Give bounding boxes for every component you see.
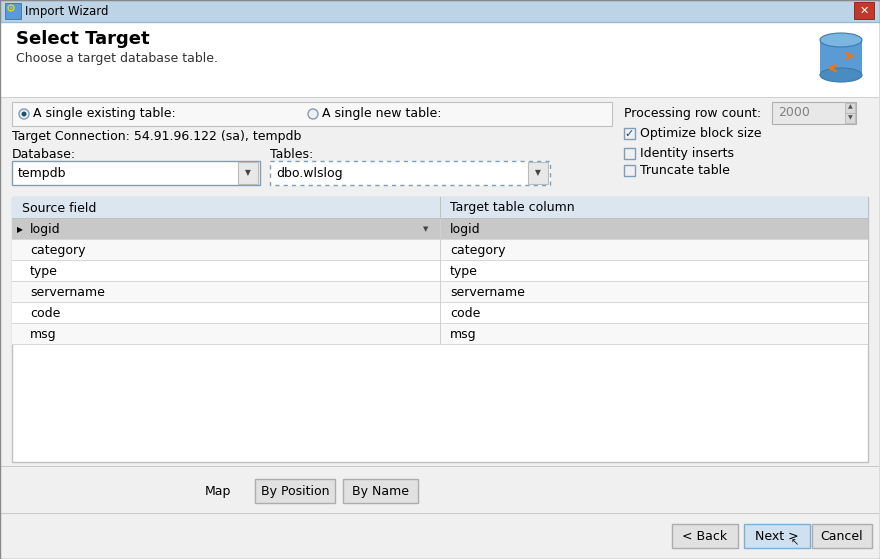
Bar <box>5 3 21 19</box>
Text: Choose a target database table.: Choose a target database table. <box>16 52 218 65</box>
Text: Database:: Database: <box>12 148 77 161</box>
Text: A single new table:: A single new table: <box>322 107 442 121</box>
Text: Optimize block size: Optimize block size <box>640 127 761 140</box>
Bar <box>440 240 441 261</box>
Text: ▼: ▼ <box>535 168 541 178</box>
Bar <box>12 323 868 324</box>
Text: < Back: < Back <box>682 529 728 542</box>
Text: logid: logid <box>450 223 480 236</box>
Text: code: code <box>30 307 61 320</box>
Text: type: type <box>30 265 58 278</box>
Text: A single existing table:: A single existing table: <box>33 107 176 121</box>
Text: 2000: 2000 <box>778 107 810 120</box>
Bar <box>772 102 856 124</box>
Text: category: category <box>30 244 85 257</box>
Bar <box>12 281 868 282</box>
Text: servername: servername <box>30 286 105 299</box>
Bar <box>440 324 441 345</box>
Text: code: code <box>450 307 480 320</box>
Bar <box>1 97 879 98</box>
Text: By Position: By Position <box>260 485 329 498</box>
Text: Next >: Next > <box>755 529 799 542</box>
Text: ▼: ▼ <box>245 168 251 178</box>
Bar <box>12 240 868 261</box>
Text: Tables:: Tables: <box>270 148 313 161</box>
Bar <box>12 102 612 126</box>
Bar <box>820 40 862 75</box>
Bar <box>744 524 810 548</box>
Ellipse shape <box>820 68 862 82</box>
Bar <box>12 219 868 240</box>
Text: ⚙: ⚙ <box>6 4 16 14</box>
Bar <box>1 466 879 467</box>
Bar <box>12 239 868 240</box>
Bar <box>845 113 855 123</box>
Bar <box>12 197 868 462</box>
Text: Source field: Source field <box>22 201 97 215</box>
Bar <box>624 128 635 139</box>
Bar <box>440 261 441 282</box>
Bar <box>12 161 260 185</box>
Bar <box>440 282 441 303</box>
Bar <box>672 524 738 548</box>
Text: Map: Map <box>205 485 231 498</box>
Bar <box>440 219 441 240</box>
Text: Identity inserts: Identity inserts <box>640 147 734 160</box>
Text: type: type <box>450 265 478 278</box>
Bar <box>845 103 855 113</box>
Bar <box>812 524 872 548</box>
Text: Target table column: Target table column <box>450 201 575 215</box>
Text: ▼: ▼ <box>847 116 853 121</box>
Text: tempdb: tempdb <box>18 167 67 179</box>
Text: ✓: ✓ <box>625 129 634 139</box>
Text: category: category <box>450 244 505 257</box>
Text: ↖: ↖ <box>791 537 799 547</box>
Bar <box>1 98 879 501</box>
Text: dbo.wlslog: dbo.wlslog <box>276 167 342 179</box>
Text: Cancel: Cancel <box>821 529 863 542</box>
Text: ▶: ▶ <box>17 225 23 234</box>
Bar <box>12 218 868 219</box>
Bar <box>528 162 548 184</box>
Bar <box>1 22 879 97</box>
Circle shape <box>308 109 318 119</box>
Bar <box>1 513 879 514</box>
Circle shape <box>19 109 29 119</box>
Bar <box>12 344 868 345</box>
Bar <box>12 260 868 261</box>
Text: msg: msg <box>450 328 477 341</box>
Text: msg: msg <box>30 328 56 341</box>
Text: Select Target: Select Target <box>16 30 150 48</box>
Text: logid: logid <box>30 223 61 236</box>
Text: By Name: By Name <box>352 485 409 498</box>
Bar <box>12 261 868 282</box>
Bar <box>343 479 418 503</box>
Bar <box>12 324 868 345</box>
Bar <box>270 161 550 185</box>
Circle shape <box>21 111 26 116</box>
Bar <box>0 0 880 22</box>
Ellipse shape <box>820 33 862 47</box>
Text: Truncate table: Truncate table <box>640 164 730 177</box>
Text: ▲: ▲ <box>847 105 853 110</box>
Bar <box>12 282 868 303</box>
Bar <box>440 303 441 324</box>
Bar <box>12 197 868 219</box>
Text: ✕: ✕ <box>859 6 869 16</box>
Bar <box>854 2 874 19</box>
Bar <box>440 197 441 219</box>
Bar <box>624 165 635 176</box>
Bar <box>12 303 868 324</box>
Text: Import Wizard: Import Wizard <box>25 4 108 17</box>
Bar <box>624 148 635 159</box>
Text: Processing row count:: Processing row count: <box>624 107 761 120</box>
Bar <box>255 479 335 503</box>
Text: ▼: ▼ <box>423 226 429 233</box>
Bar <box>12 302 868 303</box>
Text: Target Connection: 54.91.96.122 (sa), tempdb: Target Connection: 54.91.96.122 (sa), te… <box>12 130 301 143</box>
Bar <box>820 40 862 75</box>
Text: servername: servername <box>450 286 524 299</box>
Bar <box>238 162 258 184</box>
